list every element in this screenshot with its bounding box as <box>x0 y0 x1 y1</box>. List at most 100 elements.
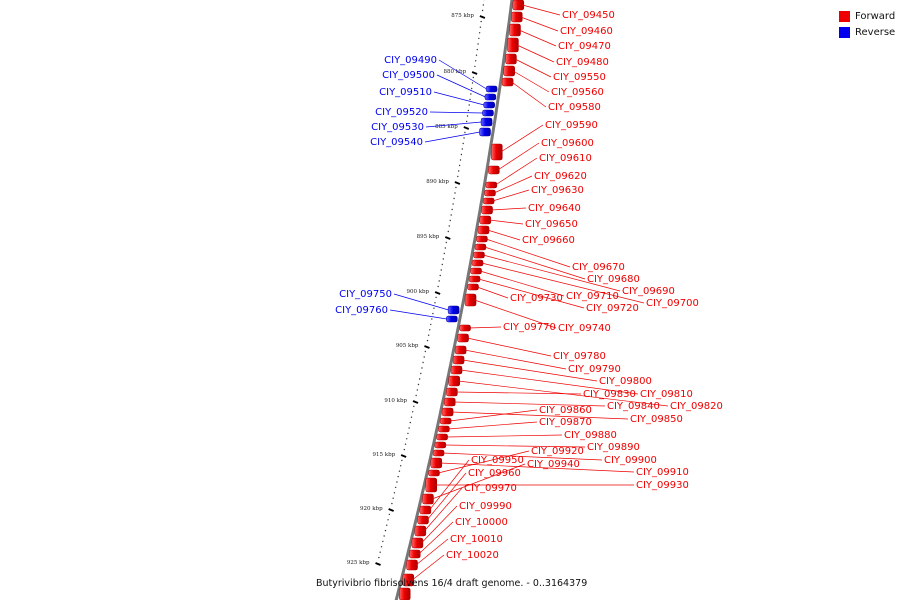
scale-minor-tick <box>468 104 470 106</box>
reverse-gene-label[interactable]: CIY_09510 <box>379 87 432 98</box>
forward-gene <box>428 469 440 477</box>
scale-minor-tick <box>457 175 459 178</box>
forward-gene-label[interactable]: CIY_09930 <box>636 480 689 491</box>
forward-gene <box>411 537 424 549</box>
forward-gene-label[interactable]: CIY_09890 <box>587 442 640 453</box>
scale-minor-tick <box>426 339 429 342</box>
legend-label-forward: Forward <box>855 10 896 22</box>
scale-minor-tick <box>388 513 391 516</box>
forward-gene-label[interactable]: CIY_09800 <box>599 376 652 387</box>
gene-leader-line <box>466 337 552 357</box>
reverse-gene-label[interactable]: CIY_09750 <box>339 289 392 300</box>
gene-leader-line <box>491 207 527 211</box>
forward-gene-label[interactable]: CIY_09580 <box>548 102 601 113</box>
forward-gene-label[interactable]: CIY_09920 <box>531 446 584 457</box>
gene-leader-line <box>489 219 524 225</box>
scale-minor-tick <box>482 4 485 6</box>
reverse-gene-label[interactable]: CIY_09760 <box>335 305 388 316</box>
gene-leader-line <box>460 369 639 395</box>
forward-gene-label[interactable]: CIY_09690 <box>622 286 675 297</box>
forward-gene-label[interactable]: CIY_09620 <box>534 171 587 182</box>
forward-gene-label[interactable]: CIY_09950 <box>471 455 524 466</box>
forward-gene-label[interactable]: CIY_09460 <box>560 26 613 37</box>
scale-minor-tick <box>417 383 420 386</box>
scale-minor-tick <box>472 76 474 79</box>
forward-gene <box>436 433 448 441</box>
forward-gene <box>479 215 492 225</box>
gene-leader-line <box>497 142 540 171</box>
scale-minor-tick <box>420 372 422 375</box>
forward-gene-label[interactable]: CIY_09940 <box>527 459 580 470</box>
forward-gene-label[interactable]: CIY_09860 <box>539 405 592 416</box>
gene-leader-line <box>438 59 487 90</box>
scale-major-tick <box>388 508 394 512</box>
gene-leader-line <box>431 463 526 500</box>
forward-gene-label[interactable]: CIY_09790 <box>568 364 621 375</box>
reverse-gene-label[interactable]: CIY_09490 <box>384 55 437 66</box>
scale-minor-tick <box>407 432 409 435</box>
forward-gene <box>481 205 493 215</box>
forward-gene-label[interactable]: CIY_09640 <box>528 203 581 214</box>
reverse-gene-label[interactable]: CIY_09530 <box>371 122 424 133</box>
scale-minor-tick <box>401 459 403 462</box>
forward-gene-label[interactable]: CIY_09840 <box>607 401 660 412</box>
gene-leader-line <box>482 254 621 292</box>
reverse-gene-label[interactable]: CIY_09540 <box>370 137 423 148</box>
forward-gene-label[interactable]: CIY_09740 <box>558 323 611 334</box>
forward-gene-label[interactable]: CIY_09630 <box>531 185 584 196</box>
scale-minor-tick <box>459 159 462 161</box>
gene-leader-line <box>421 505 458 544</box>
forward-gene-label[interactable]: CIY_09550 <box>553 72 606 83</box>
forward-gene-label[interactable]: CIY_09670 <box>572 262 625 273</box>
forward-gene <box>444 397 456 407</box>
gene-leader-line <box>520 16 559 32</box>
scale-minor-tick <box>479 26 482 28</box>
reverse-gene-label[interactable]: CIY_09500 <box>382 70 435 81</box>
reverse-gene <box>446 315 458 323</box>
forward-gene-label[interactable]: CIY_10020 <box>446 550 499 561</box>
forward-gene-label[interactable]: CIY_09560 <box>551 87 604 98</box>
forward-gene-label[interactable]: CIY_09880 <box>564 430 617 441</box>
forward-gene-label[interactable]: CIY_09910 <box>636 467 689 478</box>
scale-label: 890 kbp <box>426 179 449 185</box>
forward-gene-label[interactable]: CIY_09810 <box>640 389 693 400</box>
forward-gene-label[interactable]: CIY_09450 <box>562 10 615 21</box>
forward-gene <box>398 587 411 600</box>
scale-minor-tick <box>475 60 477 62</box>
forward-gene-label[interactable]: CIY_09470 <box>558 41 611 52</box>
forward-gene-label[interactable]: CIY_09870 <box>539 417 592 428</box>
forward-gene-label[interactable]: CIY_09830 <box>583 389 636 400</box>
forward-gene <box>501 77 514 87</box>
forward-gene-label[interactable]: CIY_09590 <box>545 120 598 131</box>
forward-gene-label[interactable]: CIY_10000 <box>455 517 508 528</box>
scale-major-tick <box>434 291 441 295</box>
forward-gene <box>406 559 418 571</box>
forward-gene-label[interactable]: CIY_09720 <box>586 303 639 314</box>
forward-gene-label[interactable]: CIY_09850 <box>630 414 683 425</box>
scale-minor-tick <box>403 448 406 451</box>
forward-gene-label[interactable]: CIY_09970 <box>464 483 517 494</box>
forward-gene-label[interactable]: CIY_09730 <box>510 293 563 304</box>
gene-leader-line <box>437 450 530 474</box>
forward-gene-label[interactable]: CIY_09480 <box>556 57 609 68</box>
scale-major-tick <box>444 236 451 240</box>
forward-gene-label[interactable]: CIY_09820 <box>670 401 723 412</box>
forward-gene-label[interactable]: CIY_09650 <box>525 219 578 230</box>
forward-gene-label[interactable]: CIY_09780 <box>553 351 606 362</box>
forward-gene-label[interactable]: CIY_10010 <box>450 534 503 545</box>
forward-gene-label[interactable]: CIY_09600 <box>541 138 594 149</box>
forward-gene-label[interactable]: CIY_09710 <box>566 291 619 302</box>
scale-minor-tick <box>397 475 399 478</box>
scale-minor-tick <box>440 269 442 271</box>
forward-gene-label[interactable]: CIY_09990 <box>459 501 512 512</box>
forward-gene-label[interactable]: CIY_09700 <box>646 298 699 309</box>
forward-gene-label[interactable]: CIY_09660 <box>522 235 575 246</box>
reverse-gene-label[interactable]: CIY_09520 <box>375 107 428 118</box>
scale-minor-tick <box>441 263 443 266</box>
forward-gene-label[interactable]: CIY_09610 <box>539 153 592 164</box>
forward-gene-label[interactable]: CIY_09770 <box>503 322 556 333</box>
scale-minor-tick <box>435 296 437 299</box>
forward-gene-label[interactable]: CIY_09960 <box>468 468 521 479</box>
forward-gene-label[interactable]: CIY_09680 <box>587 274 640 285</box>
forward-gene-label[interactable]: CIY_09900 <box>604 455 657 466</box>
